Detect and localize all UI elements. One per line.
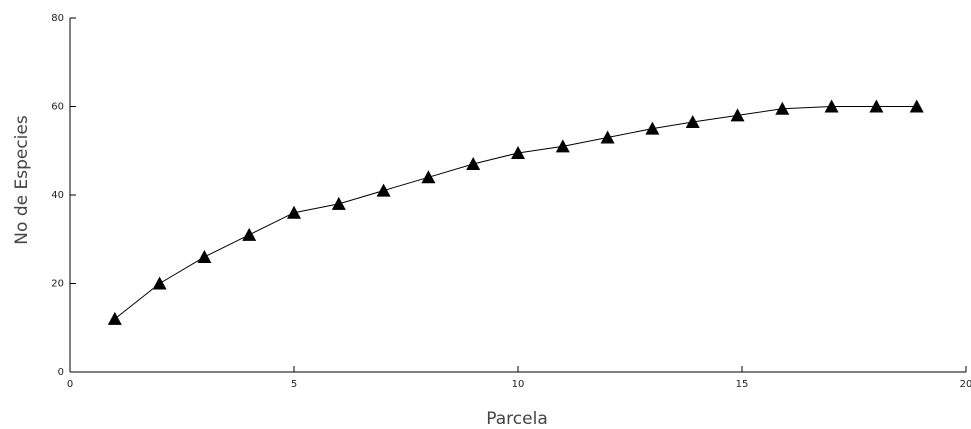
marker [197, 249, 212, 263]
marker [511, 145, 525, 159]
marker [421, 170, 436, 184]
x-tick-label: 20 [960, 379, 971, 390]
x-tick-label: 15 [736, 379, 749, 390]
y-tick-label: 60 [51, 102, 64, 113]
marker [645, 121, 660, 135]
y-axis-label: No de Especies [12, 115, 32, 245]
marker [376, 183, 391, 197]
x-tick-label: 5 [291, 379, 297, 390]
marker [242, 227, 257, 241]
y-tick-label: 80 [51, 13, 64, 24]
marker [466, 157, 481, 171]
marker [824, 99, 839, 113]
y-tick-label: 40 [51, 190, 64, 201]
marker [869, 99, 884, 113]
marker [730, 108, 745, 122]
y-tick-label: 20 [51, 279, 64, 290]
marker [600, 130, 615, 144]
marker [331, 196, 346, 210]
y-tick-label: 0 [58, 367, 64, 378]
marker [287, 205, 301, 219]
marker [555, 139, 570, 153]
marker [685, 114, 700, 128]
marker [107, 311, 122, 325]
series-line [114, 106, 917, 320]
x-tick-label: 10 [512, 379, 525, 390]
marker [909, 99, 924, 113]
x-axis-label: Parcela [486, 409, 547, 429]
marker [775, 101, 790, 115]
x-tick-label: 0 [67, 379, 73, 390]
marker [152, 276, 167, 290]
